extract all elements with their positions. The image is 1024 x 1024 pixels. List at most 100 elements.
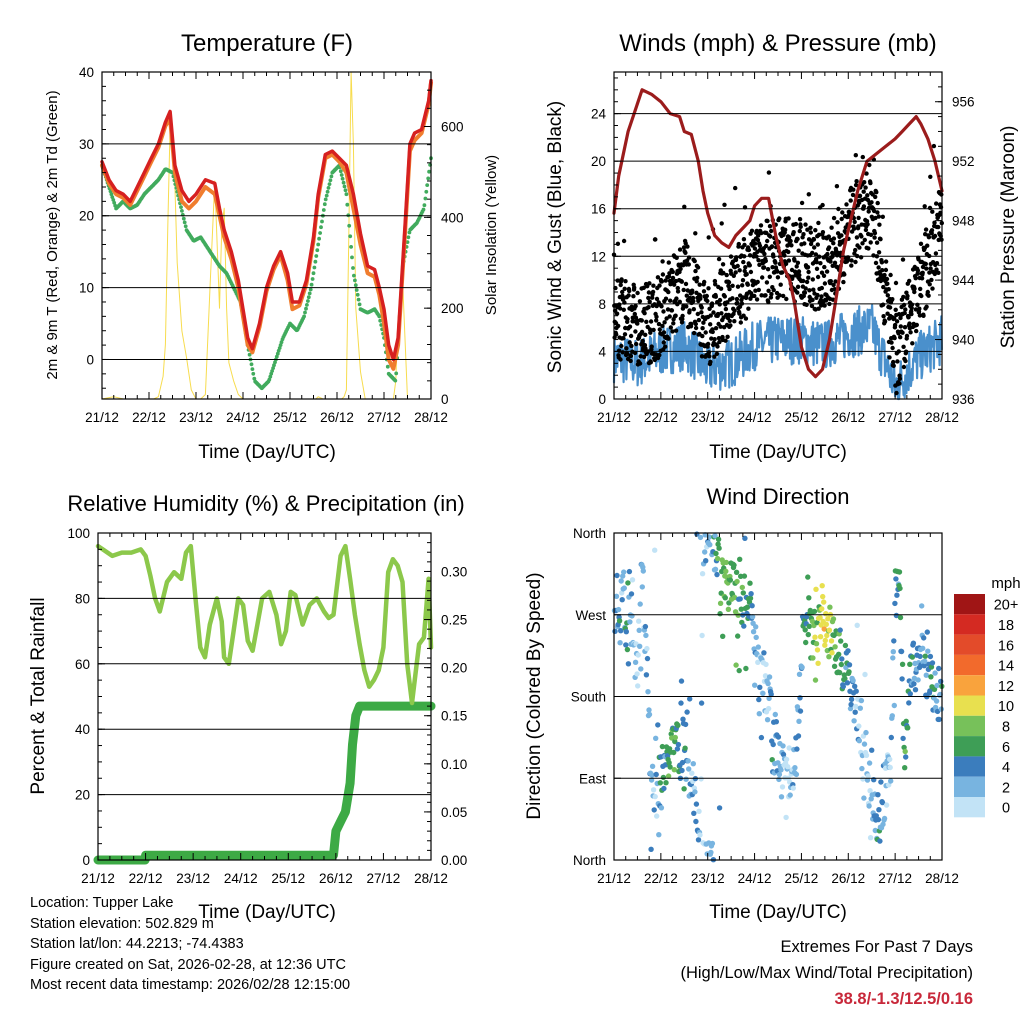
wind-direction-point — [902, 748, 908, 755]
dewpoint-point — [272, 363, 276, 368]
gust-point — [814, 260, 819, 265]
wind-direction-point — [668, 731, 674, 737]
gust-point — [815, 274, 821, 280]
gust-point — [816, 232, 822, 237]
gust-point — [901, 294, 906, 300]
dewpoint-point — [111, 198, 116, 202]
wind-direction-point — [897, 614, 904, 621]
gust-point — [743, 316, 749, 321]
wind-direction-point — [766, 674, 773, 680]
wind-direction-point — [859, 765, 865, 772]
wind-direction-point — [685, 758, 691, 764]
gust-point — [639, 318, 644, 323]
wind-direction-point — [634, 671, 640, 677]
dewpoint-point — [341, 180, 346, 185]
gust-point — [699, 305, 704, 310]
gust-point — [748, 269, 754, 275]
wind-direction-point — [893, 612, 900, 619]
gust-point — [898, 335, 903, 340]
wind-direction-point — [737, 556, 743, 562]
wind-direction-point — [912, 687, 919, 693]
gust-point — [853, 182, 859, 188]
gust-point — [759, 230, 764, 236]
gust-point — [762, 251, 767, 257]
gust-point — [873, 215, 878, 221]
wind-direction-point — [756, 711, 762, 717]
gust-point — [886, 287, 891, 292]
wind-direction-point — [820, 593, 826, 600]
dewpoint-point — [426, 176, 431, 181]
wind-direction-point — [844, 680, 851, 686]
gust-point — [659, 304, 664, 309]
gust-point — [879, 260, 885, 265]
y-tick-label: West — [575, 608, 606, 623]
gust-point — [868, 180, 873, 186]
wind-direction-point — [695, 837, 702, 843]
wind-direction-point — [717, 600, 724, 606]
gust-point — [616, 323, 621, 329]
wind-direction-point — [889, 713, 895, 719]
gust-point — [819, 285, 824, 291]
dewpoint-point — [109, 192, 114, 197]
gust-point — [761, 265, 767, 270]
dewpoint-point — [348, 234, 353, 239]
y2-tick-label: 400 — [441, 210, 464, 225]
wind-direction-point — [896, 569, 903, 575]
wind-direction-point — [697, 534, 704, 541]
gust-point — [849, 258, 854, 263]
dewpoint-point — [340, 176, 345, 181]
gust-point — [915, 302, 920, 307]
wind-direction-point — [626, 568, 633, 575]
wind-direction-point — [690, 761, 696, 767]
wind-direction-point — [691, 810, 697, 816]
wind-direction-point — [905, 725, 911, 731]
wind-direction-point — [776, 776, 782, 783]
gust-point — [874, 190, 879, 195]
gust-point — [840, 210, 845, 215]
wind-direction-point — [738, 606, 744, 612]
wind-direction-point — [823, 621, 829, 627]
wind-direction-point — [714, 571, 720, 578]
gust-point — [794, 264, 799, 269]
gust-point — [621, 238, 627, 244]
wind-direction-point — [879, 799, 886, 806]
wind-direction-point — [928, 674, 934, 680]
gust-point — [906, 314, 911, 320]
wind-direction-point — [867, 788, 873, 794]
gust-point — [683, 250, 688, 255]
gust-point — [928, 266, 933, 271]
y2-tick-label: 0.10 — [441, 757, 467, 772]
gust-point — [786, 249, 791, 255]
wind-direction-point — [812, 677, 819, 683]
dewpoint-point — [183, 224, 188, 229]
dewpoint-point — [353, 278, 357, 283]
wind-direction-point — [803, 639, 809, 646]
gust-point — [871, 208, 877, 214]
x-tick-label: 28/12 — [925, 410, 959, 425]
y2-tick-label: 0.20 — [441, 661, 467, 676]
gust-point — [863, 227, 869, 233]
humidity-marks — [93, 543, 436, 865]
dewpoint-point — [427, 169, 431, 174]
gust-point — [692, 258, 697, 264]
gust-point — [781, 293, 786, 299]
gust-point — [859, 234, 864, 239]
gust-point — [802, 290, 808, 295]
wind-direction-point — [624, 646, 631, 653]
dewpoint-point — [181, 216, 186, 221]
wind-direction-point — [819, 606, 825, 612]
wind-direction-point — [692, 789, 698, 795]
gust-point — [691, 330, 697, 336]
gust-point — [703, 330, 708, 335]
wind-direction-point — [840, 683, 846, 690]
gust-point — [747, 263, 752, 268]
winds-xlabel: Time (Day/UTC) — [709, 442, 847, 463]
wind-direction-point — [675, 722, 681, 728]
temperature-y2label: Solar Insolation (Yellow) — [483, 155, 500, 315]
wind-direction-point — [731, 562, 737, 568]
dewpoint-point — [275, 351, 280, 356]
wind-direction-point — [757, 684, 763, 690]
gust-point — [637, 361, 643, 366]
x-tick-label: 22/12 — [132, 410, 166, 425]
wind-direction-point — [872, 827, 878, 834]
